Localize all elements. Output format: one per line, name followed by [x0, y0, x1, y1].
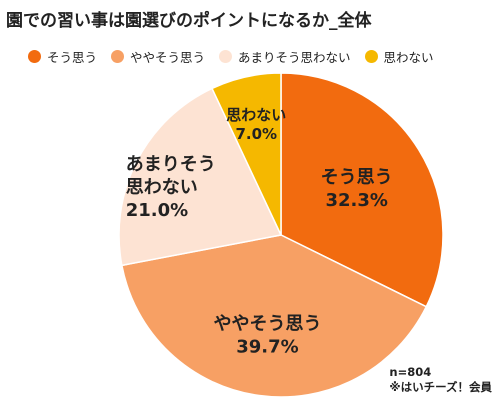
slice-value-label: 7.0%	[235, 125, 277, 143]
legend-item-yaya-soo-omou: ややそう思う	[111, 47, 205, 66]
legend-swatch	[111, 49, 125, 63]
slice-value-label: 21.0%	[126, 200, 188, 221]
slice-value-label: 32.3%	[325, 190, 387, 211]
legend-swatch	[219, 49, 233, 63]
chart-note: n=804 ※はいチーズ！会員	[389, 365, 492, 395]
legend-item-soo-omou: そう思う	[28, 47, 97, 66]
slice-category-label: そう思う	[321, 167, 393, 188]
slice-label-omowanai: 思わない 7.0%	[226, 106, 286, 143]
legend-label: ややそう思う	[130, 49, 206, 65]
chart-title: 園での習い事は園選びのポイントになるか_全体	[6, 11, 372, 31]
slice-label-soo-omou: そう思う 32.3%	[321, 167, 393, 211]
pie-slice-omowanai	[211, 72, 282, 236]
slice-label-yaya-soo-omou: ややそう思う 39.7%	[213, 313, 321, 357]
slice-label-amari-soo-omowanai: あまりそう思わない 21.0%	[126, 154, 216, 221]
slice-category-label: 思わない	[226, 106, 286, 124]
slice-category-label: ややそう思う	[213, 313, 321, 334]
pie-slice-yaya-soo-omou	[120, 234, 428, 398]
legend-swatch	[364, 49, 378, 63]
legend-item-amari-soo-omowanai: あまりそう思わない	[219, 47, 351, 66]
slice-value-label: 39.7%	[236, 336, 298, 357]
legend-label: そう思う	[47, 49, 98, 65]
legend-label: あまりそう思わない	[238, 49, 351, 65]
pie-slice-soo-omou	[280, 72, 444, 308]
legend-swatch	[28, 49, 41, 63]
pie-slice-amari-soo-omowanai	[118, 87, 283, 267]
sample-size: n=804	[389, 365, 432, 379]
slice-category-label: あまりそう	[126, 154, 216, 175]
slice-category-label: 思わない	[126, 177, 198, 198]
legend-label: 思わない	[383, 49, 434, 65]
source-note: ※はいチーズ！会員	[389, 380, 492, 394]
chart-legend: そう思う ややそう思う あまりそう思わない 思わない	[28, 46, 448, 66]
legend-item-omowanai: 思わない	[364, 47, 434, 66]
